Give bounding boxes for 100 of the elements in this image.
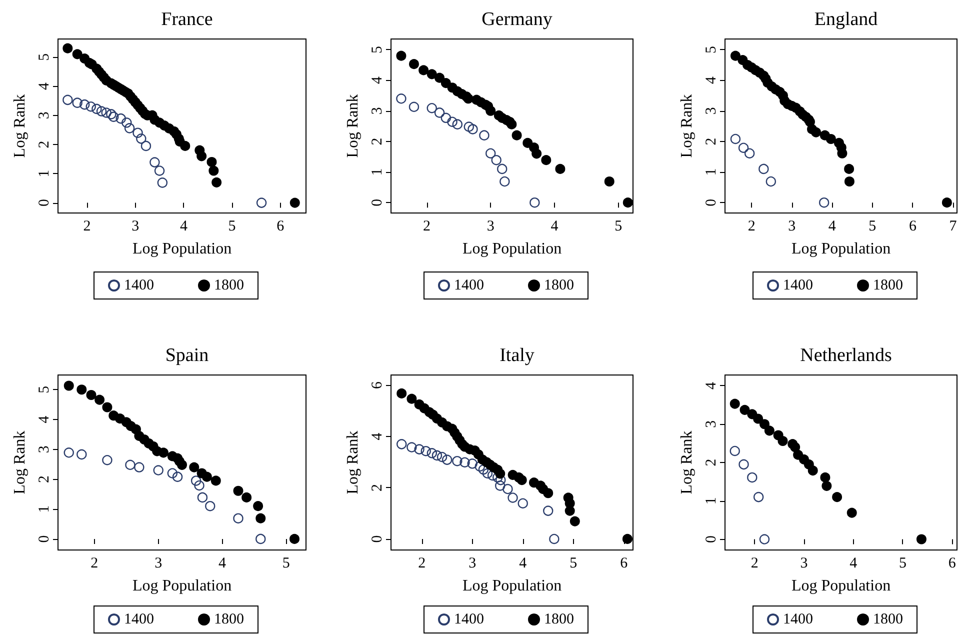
legend-label: 1800 xyxy=(214,612,244,628)
point xyxy=(86,102,96,112)
point xyxy=(759,534,770,544)
point xyxy=(818,198,830,208)
point xyxy=(738,142,749,153)
point xyxy=(447,116,458,127)
point xyxy=(822,480,832,491)
x-tick-label: 7 xyxy=(949,218,958,234)
point xyxy=(106,109,116,120)
point xyxy=(122,118,132,128)
point xyxy=(242,492,252,502)
x-tick-label: 6 xyxy=(276,218,285,234)
point xyxy=(479,130,490,140)
y-tick-label: 5 xyxy=(704,46,720,54)
point xyxy=(72,49,82,60)
y-tick-label: 1 xyxy=(370,168,386,176)
point xyxy=(102,402,112,412)
legend-label: 1400 xyxy=(124,612,154,628)
legend-label: 1800 xyxy=(544,612,574,628)
y-tick-label: 3 xyxy=(370,107,386,115)
point xyxy=(190,476,202,486)
point xyxy=(730,446,740,456)
point xyxy=(564,506,575,516)
y-tick-label: 2 xyxy=(370,484,386,492)
point xyxy=(432,450,442,461)
point xyxy=(766,176,776,187)
point xyxy=(460,457,470,468)
y-tick-label: 5 xyxy=(36,386,52,394)
chart-title: Netherlands xyxy=(800,345,892,366)
point xyxy=(124,123,135,134)
point xyxy=(730,398,740,409)
point xyxy=(486,148,496,158)
point xyxy=(434,108,445,118)
x-axis-title: Log Population xyxy=(132,578,232,594)
legend-label: 1800 xyxy=(873,612,903,628)
point xyxy=(76,449,87,460)
x-tick-label: 5 xyxy=(228,218,236,234)
point xyxy=(440,112,452,123)
point xyxy=(167,468,178,478)
y-tick-label: 0 xyxy=(704,536,720,544)
chart-title: France xyxy=(161,9,213,30)
point xyxy=(482,468,493,478)
point xyxy=(290,198,300,208)
point xyxy=(290,534,300,544)
x-tick-label: 4 xyxy=(828,218,836,234)
y-tick-label: 2 xyxy=(36,140,52,148)
y-tick-label: 2 xyxy=(704,458,720,466)
point xyxy=(408,59,419,70)
x-tick-label: 6 xyxy=(948,556,956,572)
point xyxy=(778,436,788,446)
point xyxy=(844,164,854,174)
point xyxy=(136,134,146,144)
point xyxy=(101,108,112,118)
point xyxy=(495,480,506,491)
x-axis-title: Log Population xyxy=(132,240,232,258)
chart-title: Germany xyxy=(482,9,553,30)
point xyxy=(134,462,144,472)
legend-label: 1800 xyxy=(544,278,574,294)
y-axis-title: Log Rank xyxy=(344,430,362,494)
point xyxy=(189,462,200,472)
x-tick-label: 5 xyxy=(868,218,876,234)
y-tick-label: 5 xyxy=(36,53,52,61)
x-axis-title: Log Population xyxy=(791,578,891,594)
point xyxy=(497,164,508,174)
y-tick-label: 0 xyxy=(36,535,52,543)
point xyxy=(206,156,217,167)
point xyxy=(62,94,73,106)
chart-title: England xyxy=(814,9,878,30)
point xyxy=(426,69,437,80)
point xyxy=(196,151,207,162)
point xyxy=(478,464,489,475)
point xyxy=(820,472,830,482)
x-tick-label: 4 xyxy=(550,218,559,234)
x-tick-label: 3 xyxy=(468,556,476,572)
y-axis-title: Log Rank xyxy=(678,94,696,158)
legend-label: 1400 xyxy=(783,612,813,628)
point xyxy=(468,124,478,134)
point xyxy=(420,446,431,456)
y-axis-title: Log Rank xyxy=(344,94,362,158)
point xyxy=(916,534,926,544)
point xyxy=(467,458,478,469)
point xyxy=(256,513,266,524)
point xyxy=(502,484,513,494)
point xyxy=(837,148,848,158)
point xyxy=(140,140,152,152)
point xyxy=(744,148,755,158)
point xyxy=(440,78,451,88)
y-tick-label: 0 xyxy=(704,198,720,206)
y-tick-label: 3 xyxy=(36,446,52,454)
y-tick-label: 4 xyxy=(704,381,720,390)
y-tick-label: 1 xyxy=(36,505,52,513)
point xyxy=(92,104,102,114)
point xyxy=(406,442,417,452)
point xyxy=(508,492,518,503)
y-tick-label: 1 xyxy=(704,497,720,505)
x-tick-label: 4 xyxy=(218,556,227,572)
point xyxy=(205,501,216,512)
point xyxy=(212,177,222,188)
point xyxy=(495,468,506,479)
point xyxy=(463,94,474,104)
